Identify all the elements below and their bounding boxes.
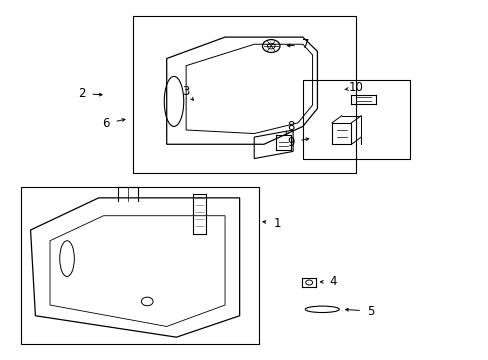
Text: 8: 8 xyxy=(286,120,294,133)
Text: 9: 9 xyxy=(286,136,294,149)
Text: 1: 1 xyxy=(273,217,280,230)
Text: 7: 7 xyxy=(302,39,309,51)
Text: 2: 2 xyxy=(78,87,85,100)
Text: 10: 10 xyxy=(348,81,363,94)
Text: 6: 6 xyxy=(102,117,109,130)
Text: 3: 3 xyxy=(182,85,189,98)
Text: 4: 4 xyxy=(329,275,337,288)
Text: 5: 5 xyxy=(366,305,374,318)
